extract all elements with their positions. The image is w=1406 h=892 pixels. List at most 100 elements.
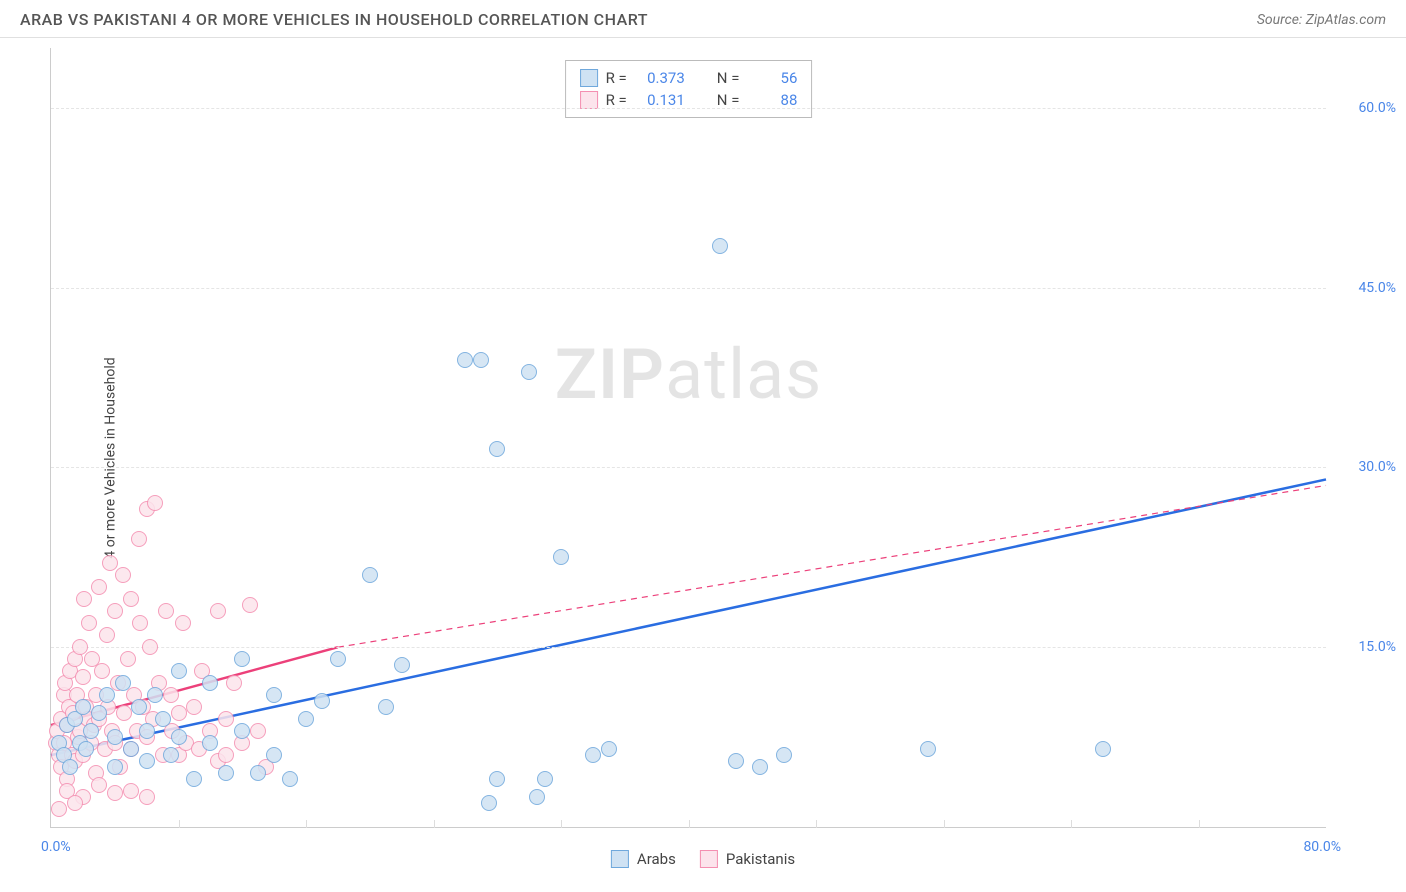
data-point-pakistani xyxy=(142,639,158,655)
data-point-arab xyxy=(298,711,314,727)
data-point-arab xyxy=(115,675,131,691)
x-tick xyxy=(434,820,435,828)
data-point-arab xyxy=(78,741,94,757)
grid-line-h xyxy=(51,467,1326,468)
data-point-pakistani xyxy=(75,669,91,685)
chart-header: ARAB VS PAKISTANI 4 OR MORE VEHICLES IN … xyxy=(0,0,1406,38)
data-point-arab xyxy=(473,352,489,368)
data-point-arab xyxy=(75,699,91,715)
data-point-arab xyxy=(489,441,505,457)
watermark: ZIPatlas xyxy=(555,334,823,416)
data-point-arab xyxy=(521,364,537,380)
data-point-pakistani xyxy=(120,651,136,667)
data-point-pakistani xyxy=(147,495,163,511)
data-point-arab xyxy=(728,753,744,769)
trend-lines xyxy=(51,48,1326,827)
data-point-arab xyxy=(537,771,553,787)
chart-title: ARAB VS PAKISTANI 4 OR MORE VEHICLES IN … xyxy=(20,10,648,29)
chart-container: 4 or more Vehicles in Household ZIPatlas… xyxy=(0,38,1406,878)
swatch-arabs-legend xyxy=(611,850,629,868)
x-tick xyxy=(1071,820,1072,828)
grid-line-h xyxy=(51,108,1326,109)
data-point-arab xyxy=(529,789,545,805)
data-point-pakistani xyxy=(175,615,191,631)
swatch-pakistanis-legend xyxy=(700,850,718,868)
data-point-arab xyxy=(266,747,282,763)
data-point-pakistani xyxy=(67,795,83,811)
data-point-pakistani xyxy=(91,777,107,793)
data-point-arab xyxy=(1095,741,1111,757)
data-point-pakistani xyxy=(94,663,110,679)
data-point-arab xyxy=(378,699,394,715)
data-point-arab xyxy=(107,759,123,775)
data-point-arab xyxy=(712,238,728,254)
data-point-arab xyxy=(202,735,218,751)
y-tick-label: 15.0% xyxy=(1336,639,1396,655)
data-point-arab xyxy=(362,567,378,583)
y-tick-label: 45.0% xyxy=(1336,280,1396,296)
data-point-pakistani xyxy=(102,555,118,571)
data-point-arab xyxy=(234,723,250,739)
data-point-arab xyxy=(266,687,282,703)
data-point-arab xyxy=(147,687,163,703)
data-point-pakistani xyxy=(132,615,148,631)
x-tick xyxy=(561,820,562,828)
data-point-pakistani xyxy=(226,675,242,691)
data-point-arab xyxy=(218,765,234,781)
x-tick xyxy=(306,820,307,828)
x-tick xyxy=(944,820,945,828)
data-point-pakistani xyxy=(72,639,88,655)
data-point-arab xyxy=(171,663,187,679)
stats-box: R = 0.373 N = 56 R = 0.131 N = 88 xyxy=(565,60,813,118)
data-point-arab xyxy=(99,687,115,703)
data-point-arab xyxy=(282,771,298,787)
data-point-pakistani xyxy=(163,687,179,703)
data-point-pakistani xyxy=(91,579,107,595)
data-point-pakistani xyxy=(123,783,139,799)
data-point-pakistani xyxy=(76,591,92,607)
data-point-arab xyxy=(601,741,617,757)
x-tick-min: 0.0% xyxy=(41,839,71,855)
stats-row-arabs: R = 0.373 N = 56 xyxy=(580,67,798,89)
data-point-pakistani xyxy=(123,591,139,607)
data-point-pakistani xyxy=(115,567,131,583)
data-point-arab xyxy=(553,549,569,565)
trend-line-pakistanis-dashed xyxy=(338,485,1326,647)
grid-line-h xyxy=(51,647,1326,648)
data-point-arab xyxy=(91,705,107,721)
data-point-pakistani xyxy=(242,597,258,613)
data-point-pakistani xyxy=(131,531,147,547)
data-point-arab xyxy=(250,765,266,781)
data-point-pakistani xyxy=(186,699,202,715)
chart-source: Source: ZipAtlas.com xyxy=(1257,12,1386,28)
data-point-arab xyxy=(171,729,187,745)
x-tick xyxy=(1199,820,1200,828)
data-point-pakistani xyxy=(51,801,67,817)
legend-item-arabs: Arabs xyxy=(611,850,676,868)
data-point-arab xyxy=(481,795,497,811)
data-point-pakistani xyxy=(210,603,226,619)
plot-area: ZIPatlas R = 0.373 N = 56 R = 0.131 N = … xyxy=(50,48,1326,828)
trend-line-arabs xyxy=(51,479,1326,755)
legend-item-pakistanis: Pakistanis xyxy=(700,850,795,868)
data-point-arab xyxy=(920,741,936,757)
grid-line-h xyxy=(51,288,1326,289)
data-point-arab xyxy=(234,651,250,667)
swatch-pakistanis xyxy=(580,91,598,109)
data-point-arab xyxy=(585,747,601,763)
data-point-pakistani xyxy=(250,723,266,739)
legend: Arabs Pakistanis xyxy=(611,850,795,868)
data-point-arab xyxy=(457,352,473,368)
data-point-arab xyxy=(163,747,179,763)
data-point-pakistani xyxy=(218,747,234,763)
data-point-arab xyxy=(202,675,218,691)
data-point-arab xyxy=(752,759,768,775)
data-point-arab xyxy=(123,741,139,757)
data-point-pakistani xyxy=(99,627,115,643)
x-tick xyxy=(816,820,817,828)
data-point-pakistani xyxy=(171,705,187,721)
y-tick-label: 30.0% xyxy=(1336,459,1396,475)
data-point-pakistani xyxy=(107,785,123,801)
data-point-pakistani xyxy=(107,603,123,619)
data-point-pakistani xyxy=(139,789,155,805)
